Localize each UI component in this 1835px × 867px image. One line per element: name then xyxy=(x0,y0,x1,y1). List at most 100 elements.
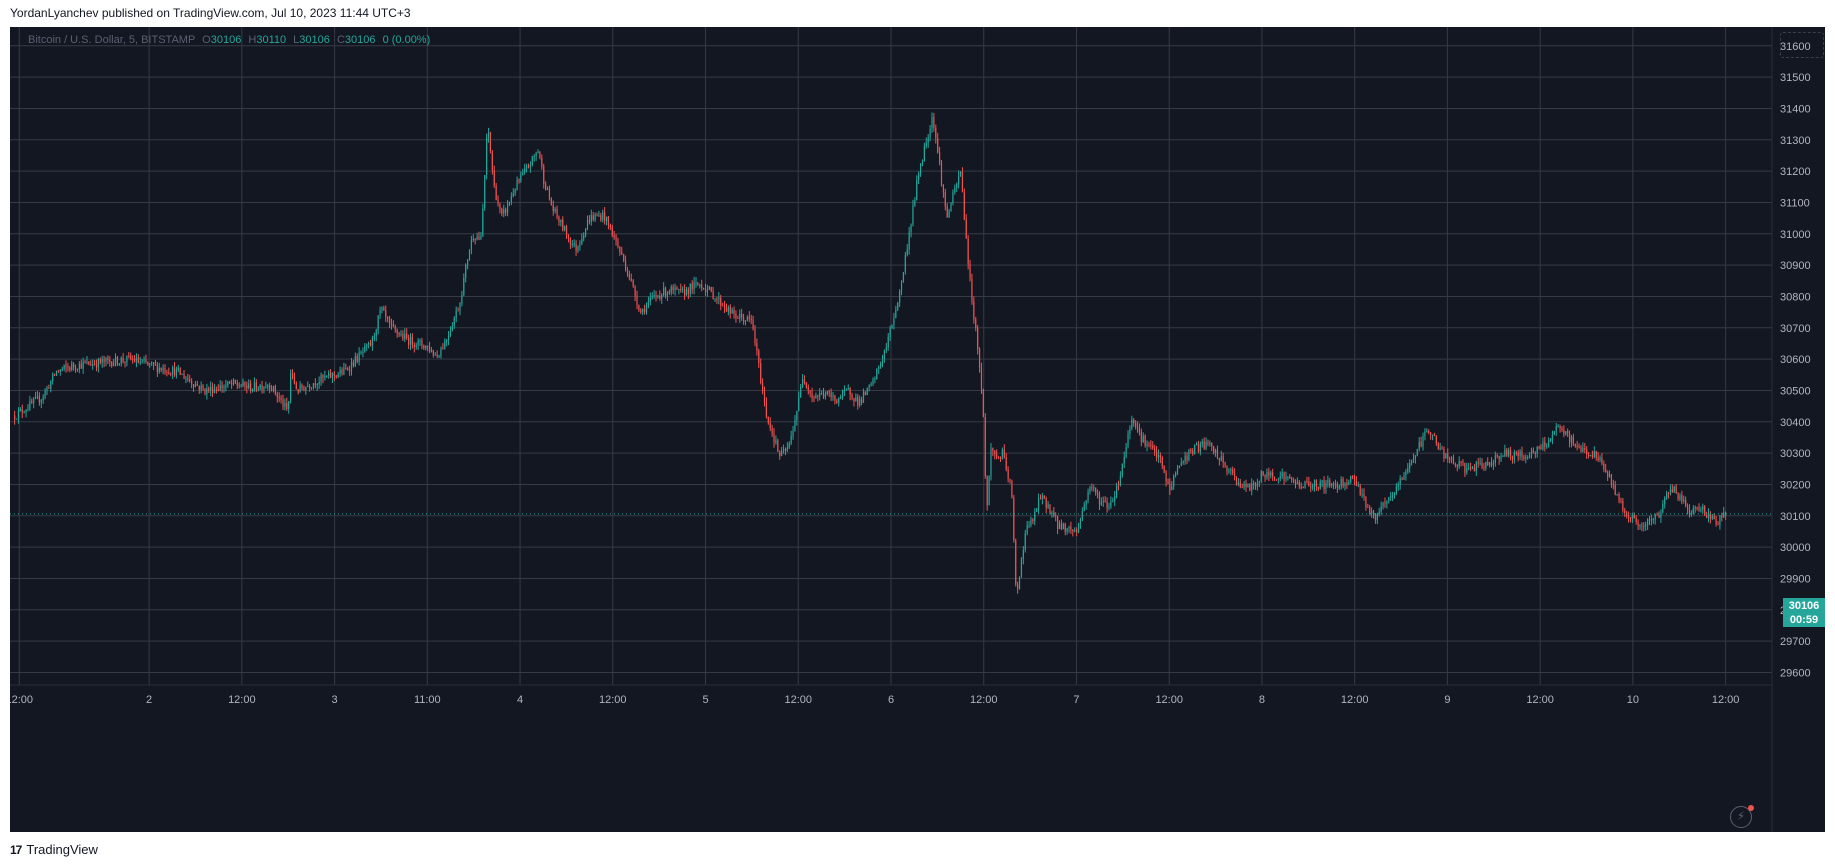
candle-body xyxy=(1096,492,1099,494)
candle-body xyxy=(1431,434,1434,436)
brand-name: TradingView xyxy=(26,842,98,857)
candle-body xyxy=(571,244,573,246)
candle-body xyxy=(878,366,880,369)
candle-body xyxy=(1694,507,1696,509)
lightning-icon[interactable]: ⚡ xyxy=(1730,805,1754,828)
candle-body xyxy=(1563,429,1565,435)
candle-body xyxy=(596,214,598,216)
candle-body xyxy=(520,175,522,181)
candle-body xyxy=(1591,454,1594,457)
candle-body xyxy=(316,384,318,386)
candle-body xyxy=(1395,486,1397,494)
candle-body xyxy=(57,371,60,373)
candle-body xyxy=(1677,493,1679,500)
candle-body xyxy=(1005,457,1007,470)
candle-body xyxy=(859,399,861,406)
candle-body xyxy=(927,137,929,143)
candle-body xyxy=(105,358,107,362)
candle-body xyxy=(1028,525,1030,527)
candle-body xyxy=(1559,425,1561,428)
candle-body xyxy=(676,287,678,289)
candle-body xyxy=(495,185,497,201)
candle-body xyxy=(573,243,575,245)
candle-body xyxy=(925,142,927,147)
candle-body xyxy=(1629,517,1632,519)
y-tick-label: 30500 xyxy=(1780,385,1811,397)
candle-body xyxy=(978,349,981,368)
candle-body xyxy=(900,281,903,291)
candle-body xyxy=(836,400,838,403)
candle-body xyxy=(1315,479,1318,488)
candlestick-chart[interactable]: 2960029700298002990030000301003020030300… xyxy=(10,27,1825,832)
candle-body xyxy=(280,397,282,400)
candle-body xyxy=(1372,511,1375,515)
candle-body xyxy=(116,356,119,365)
candle-body xyxy=(716,299,718,301)
candle-body xyxy=(34,397,37,399)
candle-body xyxy=(929,128,931,138)
candle-body xyxy=(1595,451,1597,458)
candle-body xyxy=(1608,474,1611,478)
x-tick-label: 7 xyxy=(1073,694,1079,706)
chart-panel[interactable]: 2960029700298002990030000301003020030300… xyxy=(10,27,1825,832)
candle-body xyxy=(1553,431,1555,435)
candle-body xyxy=(1192,450,1194,454)
candle-body xyxy=(1685,500,1687,507)
candle-body xyxy=(1601,457,1603,464)
candle-body xyxy=(1650,519,1653,521)
candle-body xyxy=(1534,453,1536,455)
candle-body xyxy=(242,381,244,387)
candle-body xyxy=(1273,476,1276,480)
candle-body xyxy=(1513,452,1515,460)
candle-body xyxy=(965,219,967,239)
candle-body xyxy=(710,287,712,292)
candle-body xyxy=(276,394,278,398)
candle-body xyxy=(994,450,996,455)
candle-body xyxy=(880,363,882,367)
candle-body xyxy=(240,386,242,388)
candle-body xyxy=(659,295,661,299)
candle-body xyxy=(246,385,248,389)
candle-body xyxy=(478,236,480,240)
candle-body xyxy=(720,297,722,306)
candle-body xyxy=(590,215,592,222)
candle-body xyxy=(516,179,518,190)
candle-body xyxy=(862,391,865,403)
candle-body xyxy=(339,370,341,375)
candle-body xyxy=(1304,481,1306,488)
candle-body xyxy=(177,368,179,370)
candle-body xyxy=(1707,513,1710,518)
grid-layer xyxy=(10,27,1772,685)
candle-body xyxy=(657,295,659,297)
candle-body xyxy=(944,192,946,207)
candle-body xyxy=(358,352,360,362)
candle-body xyxy=(916,180,918,200)
candle-body xyxy=(1548,440,1550,447)
candle-body xyxy=(1352,476,1354,478)
candle-body xyxy=(215,389,217,391)
candle-body xyxy=(322,375,324,378)
candle-body xyxy=(819,393,821,397)
candle-body xyxy=(556,208,558,217)
candle-body xyxy=(1494,455,1496,464)
candle-body xyxy=(200,385,202,390)
chart-settings-button[interactable] xyxy=(1780,32,1824,58)
candle-body xyxy=(1234,473,1236,477)
footer-brand[interactable]: 17 TradingView xyxy=(10,842,98,857)
candle-body xyxy=(872,379,874,385)
candle-body xyxy=(499,204,501,209)
candle-body xyxy=(1380,506,1382,512)
x-tick-label: 12:00 xyxy=(1155,694,1183,706)
candle-body xyxy=(1264,474,1266,478)
candle-body xyxy=(288,401,290,409)
candle-body xyxy=(1245,484,1247,488)
candle-body xyxy=(1214,449,1217,453)
candle-body xyxy=(754,328,756,344)
candle-body xyxy=(838,397,840,403)
candle-body xyxy=(678,288,680,290)
candle-body xyxy=(1519,451,1521,457)
candle-body xyxy=(286,403,288,409)
candle-body xyxy=(1083,504,1085,512)
candle-body xyxy=(529,165,532,168)
candle-body xyxy=(1159,454,1161,458)
